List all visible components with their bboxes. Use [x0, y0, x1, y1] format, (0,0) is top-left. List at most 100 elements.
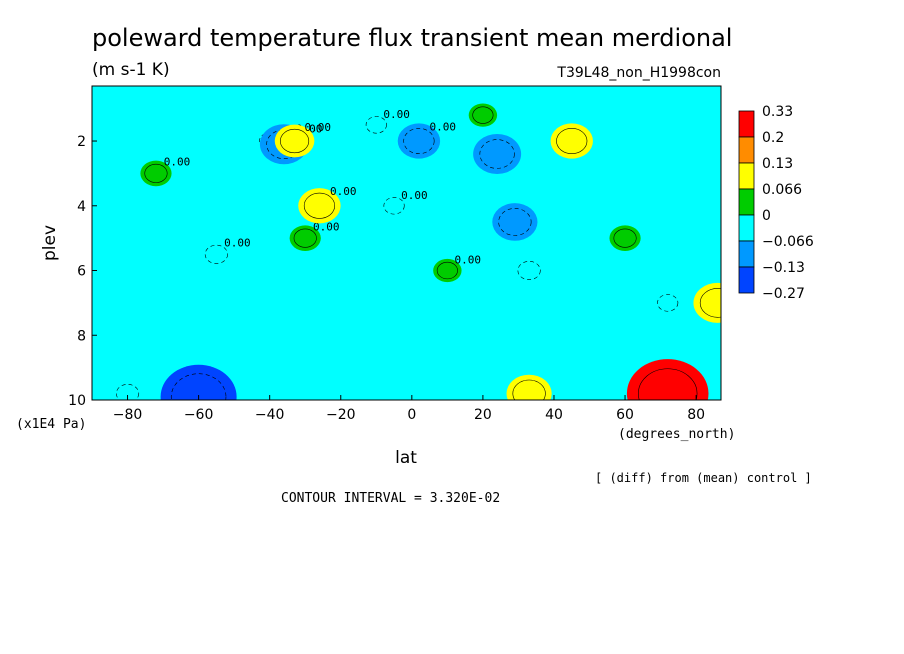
contour-region: 0.00 [289, 220, 340, 251]
contour-region [111, 380, 144, 400]
contour-line [613, 228, 637, 248]
contour-fill [693, 282, 721, 323]
contour-region: 0.00 [298, 185, 357, 224]
contour-line [657, 294, 679, 312]
colorbar-swatch [738, 162, 755, 190]
colorbar-swatch [738, 266, 755, 294]
contour-fill [626, 359, 709, 400]
contour-region [626, 359, 709, 400]
colorbar-label: 0.2 [762, 130, 784, 146]
colorbar-swatch [738, 110, 755, 138]
contour-line [365, 116, 387, 134]
contour-region [160, 364, 237, 400]
contour-region: 0.00 [397, 120, 457, 159]
contour-region [693, 282, 721, 323]
contour-line [144, 163, 168, 183]
x-tick-label: 40 [545, 407, 563, 423]
contour-line [556, 128, 588, 155]
y-tick-label: 8 [77, 328, 86, 344]
contour-line [512, 379, 546, 400]
y-tick-label: 10 [68, 393, 86, 409]
colorbar-label: 0 [762, 208, 771, 224]
filled-contours: 0.000.000.000.000.000.000.000.000.000.00… [111, 103, 721, 400]
y-tick-label: 2 [77, 134, 86, 150]
x-tick-label: −60 [184, 407, 214, 423]
contour-region: 0.00 [433, 254, 481, 283]
contour-fill [160, 364, 237, 400]
x-axis-units: (degrees_north) [618, 427, 735, 442]
contour-line [116, 384, 140, 400]
contour-region [468, 103, 498, 127]
run-id: T39L48_non_H1998con [556, 65, 721, 81]
x-tick-label: 0 [407, 407, 416, 423]
plot-frame [91, 85, 722, 401]
contour-region [492, 203, 538, 241]
colorbar: 0.33 0.2 0.13 0.066 0 −0.066 −0.13 −0.27 [738, 104, 814, 302]
x-tick-label: −80 [113, 407, 143, 423]
colorbar-label: −0.27 [762, 286, 805, 302]
contour-line [699, 288, 721, 318]
contour-fill [506, 374, 552, 400]
x-tick-label: 80 [687, 407, 705, 423]
y-axis-label: plev [40, 225, 60, 261]
colorbar-label: −0.13 [762, 260, 805, 276]
contour-region [473, 133, 522, 174]
colorbar-swatch [738, 136, 755, 164]
chart-units: (m s-1 K) [92, 60, 170, 80]
contour-region [609, 225, 641, 251]
contour-region: 0.00 [379, 189, 428, 218]
contour-label: 0.00 [401, 189, 428, 202]
contour-region [550, 123, 593, 159]
contour-fill [473, 133, 522, 174]
diff-note: [ (diff) from (mean) control ] [595, 471, 812, 485]
contour-fill [492, 203, 538, 241]
contour-label: 0.00 [313, 220, 340, 233]
colorbar-swatch [738, 214, 755, 242]
contour-label: 0.00 [330, 185, 357, 198]
y-axis-units: (x1E4 Pa) [16, 417, 86, 432]
plot-area: 0.000.000.000.000.000.000.000.000.000.00… [91, 85, 722, 401]
contour-region [653, 291, 682, 315]
x-axis-label: lat [395, 448, 417, 468]
x-tick-label: −40 [255, 407, 285, 423]
contour-label: 0.00 [304, 121, 331, 134]
contour-line [280, 128, 310, 154]
contour-line [638, 368, 698, 400]
contour-label: 0.00 [430, 120, 457, 133]
contour-region: 0.00 [200, 237, 251, 268]
contour-interval: CONTOUR INTERVAL = 3.320E-02 [281, 491, 500, 506]
colorbar-label: −0.066 [762, 234, 814, 250]
contour-line [472, 106, 494, 124]
colorbar-label: 0.13 [762, 156, 793, 172]
colorbar-label: 0.33 [762, 104, 793, 120]
contour-line [170, 373, 227, 400]
contour-fill [550, 123, 593, 159]
contour-line [204, 244, 228, 264]
contour-line [479, 139, 515, 169]
y-axis: 2 4 6 8 10 [68, 134, 97, 409]
contour-line [403, 128, 435, 155]
contour-line [293, 228, 317, 248]
contour-line [517, 260, 541, 281]
contour-region: 0.00 [362, 108, 410, 137]
contour-line [436, 261, 458, 280]
colorbar-swatch [738, 188, 755, 216]
contour-label: 0.00 [224, 237, 251, 250]
contour-label: 0.00 [383, 108, 410, 121]
contour-region: 0.00 [274, 121, 331, 158]
colorbar-label: 0.066 [762, 182, 802, 198]
x-tick-label: 60 [616, 407, 634, 423]
y-tick-label: 4 [77, 199, 86, 215]
contour-region [513, 257, 545, 284]
contour-label: 0.00 [164, 156, 191, 169]
y-tick-label: 6 [77, 264, 86, 280]
x-tick-label: 20 [474, 407, 492, 423]
contour-line [383, 197, 405, 215]
contour-line [498, 208, 532, 236]
chart-title: poleward temperature flux transient mean… [92, 24, 732, 52]
contour-line [303, 192, 335, 219]
contour-region: 0.00 [140, 156, 191, 187]
x-axis: −80 −60 −40 −20 0 20 40 60 80 [113, 395, 705, 423]
x-tick-label: −20 [326, 407, 356, 423]
